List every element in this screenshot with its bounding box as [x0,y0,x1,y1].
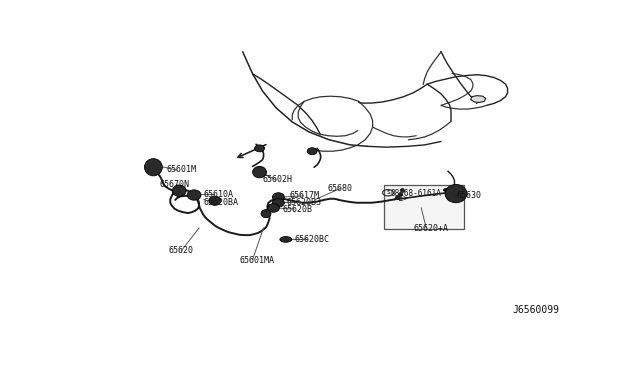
Polygon shape [471,96,486,103]
Ellipse shape [280,237,292,242]
Ellipse shape [261,210,271,218]
Ellipse shape [187,190,201,200]
Text: <E>: <E> [394,194,408,203]
Ellipse shape [445,185,467,203]
Ellipse shape [145,158,163,176]
Text: 65680: 65680 [327,184,352,193]
Text: 65620BC: 65620BC [294,235,329,244]
Text: 65620B: 65620B [282,205,312,214]
Text: 65620+A: 65620+A [413,224,448,233]
Text: 65601MA: 65601MA [240,256,275,264]
Text: 65617M: 65617M [289,191,319,201]
Ellipse shape [255,145,264,152]
Text: S: S [386,190,390,195]
Text: 65620: 65620 [168,246,193,255]
Ellipse shape [268,203,280,212]
Text: 65601M: 65601M [167,165,197,174]
Ellipse shape [172,185,186,196]
Text: 65630: 65630 [457,191,482,201]
Text: 65602H: 65602H [262,175,292,184]
Text: 65670N: 65670N [159,180,189,189]
Text: 65620B3: 65620B3 [286,198,321,207]
Ellipse shape [253,166,266,178]
Ellipse shape [209,196,221,205]
Polygon shape [444,188,460,194]
Text: 08168-6161A: 08168-6161A [390,189,442,198]
Ellipse shape [307,148,317,155]
Ellipse shape [273,193,284,201]
Text: 65610A: 65610A [203,190,233,199]
Text: 65620BA: 65620BA [204,198,239,207]
Text: J6560099: J6560099 [513,305,559,315]
Bar [383,185,464,230]
Ellipse shape [273,198,284,207]
